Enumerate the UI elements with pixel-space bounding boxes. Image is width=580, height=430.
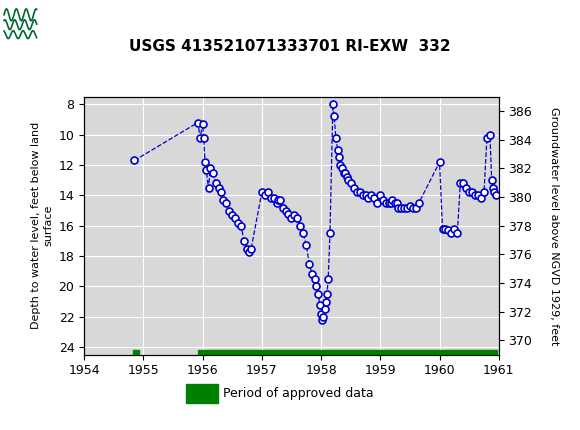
Y-axis label: Groundwater level above NGVD 1929, feet: Groundwater level above NGVD 1929, feet — [549, 107, 559, 345]
Text: Period of approved data: Period of approved data — [223, 387, 374, 400]
Y-axis label: Depth to water level, feet below land
surface: Depth to water level, feet below land su… — [31, 122, 53, 329]
Text: USGS 413521071333701 RI-EXW  332: USGS 413521071333701 RI-EXW 332 — [129, 39, 451, 54]
Bar — [133, 350, 139, 354]
Bar — [198, 350, 497, 354]
Text: USGS: USGS — [76, 15, 144, 35]
FancyBboxPatch shape — [4, 4, 70, 46]
Bar — [186, 384, 218, 403]
